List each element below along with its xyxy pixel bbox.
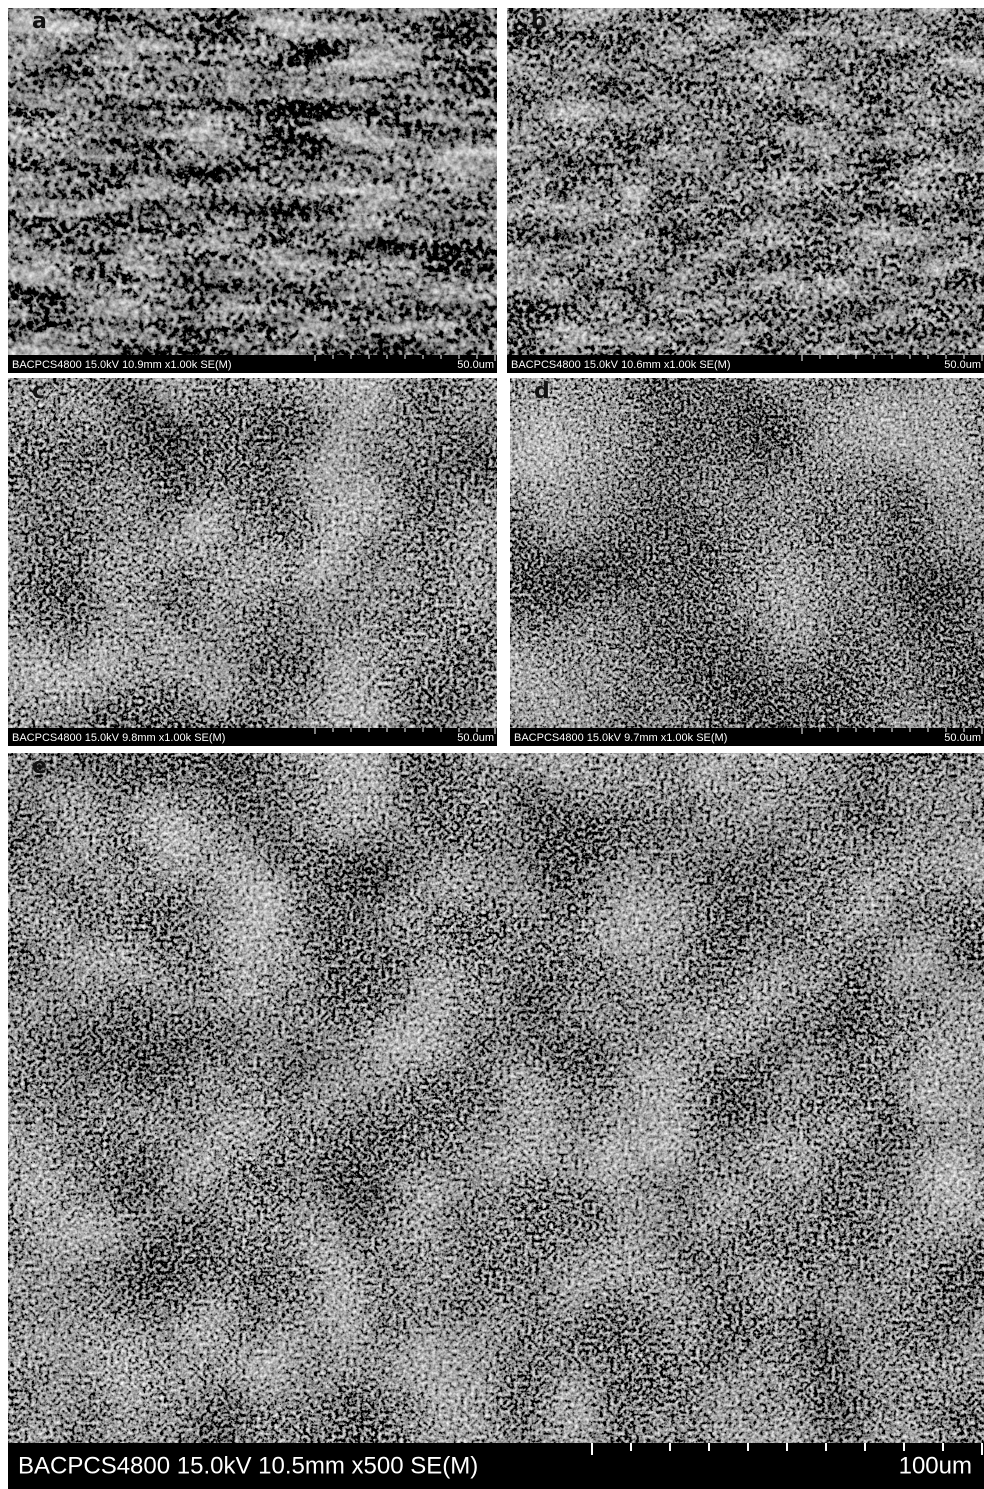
scale-label: 50.0um xyxy=(944,732,981,744)
info-bar xyxy=(8,728,497,746)
scale-label: 100um xyxy=(899,1452,972,1479)
sem-panel: BACPCS4800 15.0kV 9.8mm x1.00k SE(M) 50.0… xyxy=(8,378,497,746)
scale-label: 50.0um xyxy=(944,359,981,371)
info-text: BACPCS4800 15.0kV 10.6mm x1.00k SE(M) xyxy=(511,359,730,371)
info-text: BACPCS4800 15.0kV 10.9mm x1.00k SE(M) xyxy=(12,359,231,371)
sem-image xyxy=(8,753,984,1443)
panel-letter: e xyxy=(32,754,47,779)
scale-label: 50.0um xyxy=(457,359,494,371)
sem-panel: BACPCS4800 15.0kV 10.9mm x1.00k SE(M) 50.… xyxy=(8,8,497,373)
info-text: BACPCS4800 15.0kV 9.8mm x1.00k SE(M) xyxy=(12,732,225,744)
info-text: BACPCS4800 15.0kV 9.7mm x1.00k SE(M) xyxy=(514,732,727,744)
info-bar xyxy=(8,1443,984,1489)
sem-panel: BACPCS4800 15.0kV 10.6mm x1.00k SE(M) 50.… xyxy=(507,8,984,373)
panel-letter: a xyxy=(32,9,47,34)
panel-letter: c xyxy=(32,379,45,404)
info-text: BACPCS4800 15.0kV 10.5mm x500 SE(M) xyxy=(18,1452,478,1479)
info-bar xyxy=(507,355,984,373)
sem-image xyxy=(510,378,984,728)
panel-letter: b xyxy=(531,9,547,34)
sem-image xyxy=(8,378,497,728)
info-bar xyxy=(510,728,984,746)
panel-letter: d xyxy=(534,379,550,404)
sem-panel: BACPCS4800 15.0kV 10.5mm x500 SE(M) 100um… xyxy=(8,753,984,1489)
scale-label: 50.0um xyxy=(457,732,494,744)
sem-image xyxy=(507,8,984,355)
sem-panel: BACPCS4800 15.0kV 9.7mm x1.00k SE(M) 50.0… xyxy=(510,378,984,746)
info-bar xyxy=(8,355,497,373)
sem-image xyxy=(8,8,497,355)
